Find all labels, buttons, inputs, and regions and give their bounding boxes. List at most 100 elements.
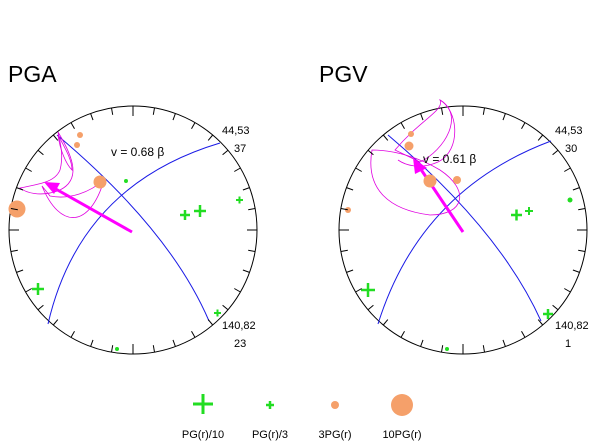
station-plus-large: [180, 210, 190, 220]
tick-mark: [340, 249, 348, 252]
tick-mark: [572, 187, 580, 191]
plane-bottom-value: 23: [234, 338, 246, 350]
station-plus-large: [543, 309, 553, 319]
tick-mark: [234, 167, 241, 172]
tick-mark: [564, 288, 571, 293]
station-dot-green: [567, 197, 573, 203]
panel-title: PGA: [8, 61, 57, 87]
station-plus-small: [525, 207, 533, 215]
tick-mark: [70, 122, 75, 129]
tick-mark: [191, 331, 196, 338]
tick-mark: [52, 319, 59, 326]
tick-mark: [382, 134, 389, 141]
station-dot-medium: [93, 175, 107, 189]
tick-mark: [367, 304, 374, 311]
tick-mark: [111, 107, 114, 115]
tick-mark: [340, 208, 348, 211]
rupture-arrow-head: [413, 158, 427, 174]
contour-small: [397, 99, 456, 167]
tick-mark: [552, 149, 559, 156]
tick-mark: [441, 107, 444, 115]
tick-mark: [37, 304, 44, 311]
station-plus-large: [194, 205, 206, 217]
tick-mark: [16, 187, 24, 191]
station-dot-small: [453, 176, 461, 184]
tick-mark: [482, 345, 485, 353]
tick-mark: [420, 339, 424, 347]
stereonet-ticks: [9, 106, 257, 354]
tick-mark: [172, 339, 176, 347]
tick-mark: [111, 345, 114, 353]
tick-mark: [172, 113, 176, 121]
station-dot-small: [345, 207, 351, 213]
tick-mark: [70, 331, 75, 338]
tick-mark: [537, 134, 544, 141]
tick-mark: [16, 269, 24, 273]
panel-pga: PGA: [8, 61, 258, 355]
station-dot-small: [77, 132, 83, 138]
tick-mark: [355, 288, 362, 293]
nodal-plane-1: [47, 142, 221, 325]
tick-mark: [572, 269, 580, 273]
panel-title: PGV: [319, 61, 368, 87]
velocity-label: v = 0.61 β: [423, 152, 476, 166]
tick-mark: [502, 339, 506, 347]
station-plus-small: [214, 309, 221, 317]
station-dot-medium: [423, 174, 437, 188]
plane-top-label: 44,53: [555, 125, 583, 137]
tick-mark: [10, 208, 18, 211]
station-dot-green: [115, 347, 119, 351]
tick-mark: [578, 249, 586, 252]
legend-small-plus-icon: [266, 401, 274, 409]
tick-mark: [242, 187, 250, 191]
tick-mark: [420, 113, 424, 121]
tick-mark: [552, 304, 559, 311]
legend-label: 3PG(r): [319, 429, 352, 441]
station-plus-large: [32, 283, 44, 295]
tick-mark: [400, 331, 405, 338]
tick-mark: [207, 134, 214, 141]
tick-mark: [90, 339, 94, 347]
station-dot-green: [124, 179, 128, 183]
station-plus-small: [236, 196, 243, 204]
station-dot-small: [404, 141, 414, 151]
legend-label: PG(r)/3: [252, 429, 288, 441]
tick-mark: [10, 249, 18, 252]
plane-bottom-label: 140,82: [222, 320, 256, 332]
rupture-arrow-head: [44, 182, 60, 194]
tick-mark: [222, 304, 229, 311]
tick-mark: [90, 113, 94, 121]
tick-mark: [355, 167, 362, 172]
tick-mark: [234, 288, 241, 293]
tick-mark: [346, 269, 354, 273]
plane-bottom-value: 1: [565, 338, 571, 350]
panel-pgv: PGV v = 0.61 β 44,53 30 140,82: [319, 61, 589, 355]
plane-top-value: 37: [234, 143, 246, 155]
tick-mark: [537, 319, 544, 326]
station-dot-green: [445, 347, 449, 351]
legend-label: 10PG(r): [382, 429, 421, 441]
tick-mark: [346, 187, 354, 191]
tick-mark: [242, 269, 250, 273]
legend-large-plus-icon: [193, 394, 213, 414]
velocity-label: v = 0.68 β: [111, 145, 164, 159]
tick-mark: [248, 208, 256, 211]
tick-mark: [564, 167, 571, 172]
tick-mark: [400, 122, 405, 129]
tick-mark: [37, 149, 44, 156]
tick-mark: [222, 149, 229, 156]
plane-top-value: 30: [565, 143, 577, 155]
plane-bottom-label: 140,82: [555, 320, 589, 332]
tick-mark: [152, 107, 155, 115]
legend-label: PG(r)/10: [182, 429, 224, 441]
nodal-plane-2: [56, 134, 210, 322]
legend-small-dot-icon: [331, 401, 339, 409]
tick-mark: [521, 122, 526, 129]
station-dot-small: [408, 131, 414, 137]
plane-top-label: 44,53: [222, 125, 250, 137]
legend-large-dot-icon: [391, 394, 413, 416]
tick-mark: [248, 249, 256, 252]
station-dot-large: [8, 200, 26, 218]
nodal-plane-2: [387, 134, 542, 322]
